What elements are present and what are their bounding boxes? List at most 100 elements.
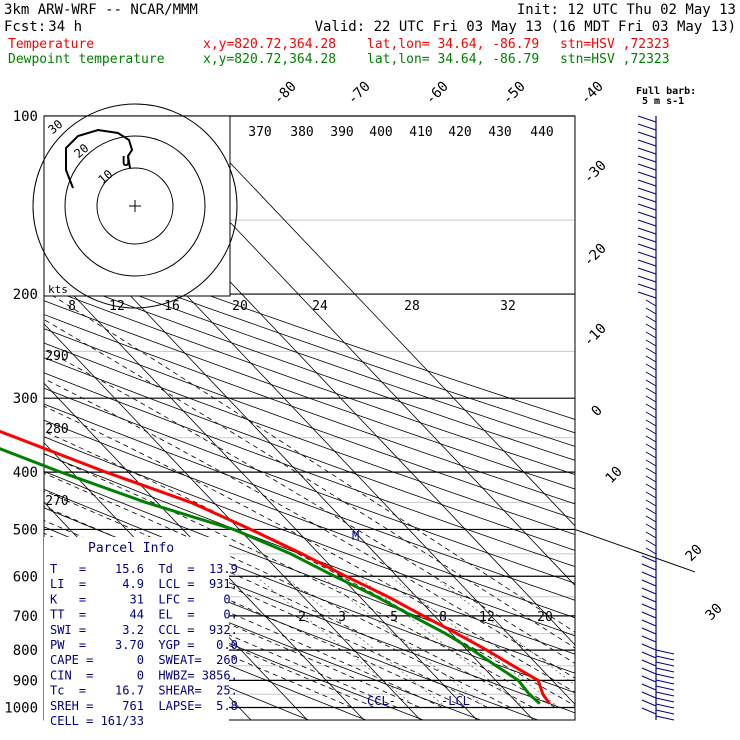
wind-barb: [645, 379, 657, 387]
wind-barb-lower: [655, 673, 675, 679]
wind-barb: [637, 283, 657, 291]
wind-barb: [637, 235, 657, 243]
wind-barb-lower: [655, 709, 675, 715]
theta-label: 390: [330, 125, 353, 140]
isotherm-label: -30: [581, 158, 610, 187]
hodograph-ring: [32, 103, 238, 309]
dry-adiabat: [44, 314, 575, 505]
wind-barb: [641, 587, 657, 595]
wind-barb: [641, 571, 657, 579]
hodograph-ring: [96, 167, 174, 245]
mixing-ratio-lower-label: 12: [479, 610, 495, 625]
legend-dewpoint-latlon: lat,lon= 34.64, -86.79: [367, 52, 539, 67]
theta-label: 400: [369, 125, 392, 140]
isotherm-label: -50: [500, 79, 529, 108]
isotherm-label: 0: [589, 403, 606, 420]
mixing-ratio-lower-label: 2: [298, 610, 306, 625]
wind-barb: [645, 539, 657, 547]
wind-barb: [641, 675, 657, 683]
wind-barbs: [637, 115, 675, 721]
pressure-tick-label: 1000: [4, 700, 38, 716]
legend-temperature-name: Temperature: [8, 37, 94, 52]
dry-adiabat: [44, 273, 575, 461]
legend-temperature-stn: stn=HSV ,72323: [560, 37, 670, 52]
wind-barb: [641, 563, 657, 571]
isotherm-label: 10: [603, 464, 626, 487]
mixing-ratio-upper-label: 28: [404, 299, 420, 314]
isotherm-label: 30: [703, 601, 726, 624]
wind-barb: [641, 555, 657, 563]
wind-barb: [645, 363, 657, 371]
isotherm-line: [44, 263, 478, 720]
parcel-info-row: CELL = 161/33: [50, 714, 144, 728]
wind-barb: [637, 203, 657, 211]
dry-adiabat: [44, 436, 575, 637]
wind-barb: [637, 243, 657, 251]
moist-adiabat: [44, 506, 488, 708]
wind-barb: [641, 619, 657, 627]
wind-barb: [637, 187, 657, 195]
wind-barb: [645, 475, 657, 483]
wind-barb: [645, 323, 657, 331]
wind-key-line1: Full barb:: [636, 86, 696, 97]
wind-barb: [645, 499, 657, 507]
wind-barb: [637, 259, 657, 267]
wind-barb: [645, 459, 657, 467]
wind-barb: [641, 635, 657, 643]
isotherm-label: -80: [271, 79, 300, 108]
moist-adiabat: [44, 576, 353, 708]
wind-barb: [637, 147, 657, 155]
parcel-info-row: K = 31 LFC = 0.: [50, 592, 238, 606]
pressure-tick-label: 700: [13, 609, 38, 625]
wind-barb-lower: [655, 691, 675, 697]
parcel-info-row: T = 15.6 Td = 13.9: [50, 562, 238, 576]
wind-barb: [637, 227, 657, 235]
wind-barb: [637, 179, 657, 187]
theta-side-label: 280: [45, 422, 68, 437]
wind-barb: [645, 331, 657, 339]
hodograph-ring: [64, 135, 206, 277]
wind-barb: [641, 611, 657, 619]
annotation-ccl: CCL-: [367, 694, 396, 708]
theta-label: 430: [488, 125, 511, 140]
wind-barb: [645, 547, 657, 555]
wind-barb: [645, 339, 657, 347]
isotherm-line: [44, 382, 365, 720]
wind-barb: [645, 491, 657, 499]
wind-barb: [645, 443, 657, 451]
wind-barb: [641, 627, 657, 635]
wind-barb: [637, 171, 657, 179]
dry-adiabat: [44, 247, 575, 434]
wind-barb: [637, 115, 657, 123]
sounding-traces: M CCL- -LCL: [0, 429, 551, 708]
wind-barb-lower: [655, 649, 675, 655]
legend-temperature-xy: x,y=820.72,364.28: [203, 37, 336, 52]
dry-adiabat: [44, 372, 575, 568]
wind-barb: [637, 139, 657, 147]
wind-barb: [645, 411, 657, 419]
parcel-info-row: Tc = 16.7 SHEAR= 25.: [50, 684, 238, 698]
pressure-tick-label: 100: [13, 109, 38, 125]
isotherm-label: -20: [581, 241, 610, 270]
dry-adiabat: [44, 300, 575, 490]
wind-barb: [641, 683, 657, 691]
wind-barb: [645, 403, 657, 411]
dry-adiabat: [44, 587, 367, 720]
wind-barb: [641, 691, 657, 699]
mixing-ratio-upper-label: 20: [232, 299, 248, 314]
dry-adiabat: [44, 453, 575, 655]
dry-adiabat: [44, 387, 575, 584]
legend-dewpoint-xy: x,y=820.72,364.28: [203, 52, 336, 67]
pressure-tick-label: 400: [13, 465, 38, 481]
isotherm-line: [0, 116, 25, 720]
dry-adiabat: [44, 419, 575, 619]
wind-barb: [641, 667, 657, 675]
mixing-ratio-lower-label: 3: [338, 610, 346, 625]
theta-label: 370: [248, 125, 271, 140]
theta-label: 420: [448, 125, 471, 140]
legend-dewpoint-name: Dewpoint temperature: [8, 52, 165, 67]
wind-barb: [645, 395, 657, 403]
parcel-info-row: SREH = 761 LAPSE= 5.8: [50, 699, 238, 713]
wind-barb-lower: [655, 661, 675, 667]
